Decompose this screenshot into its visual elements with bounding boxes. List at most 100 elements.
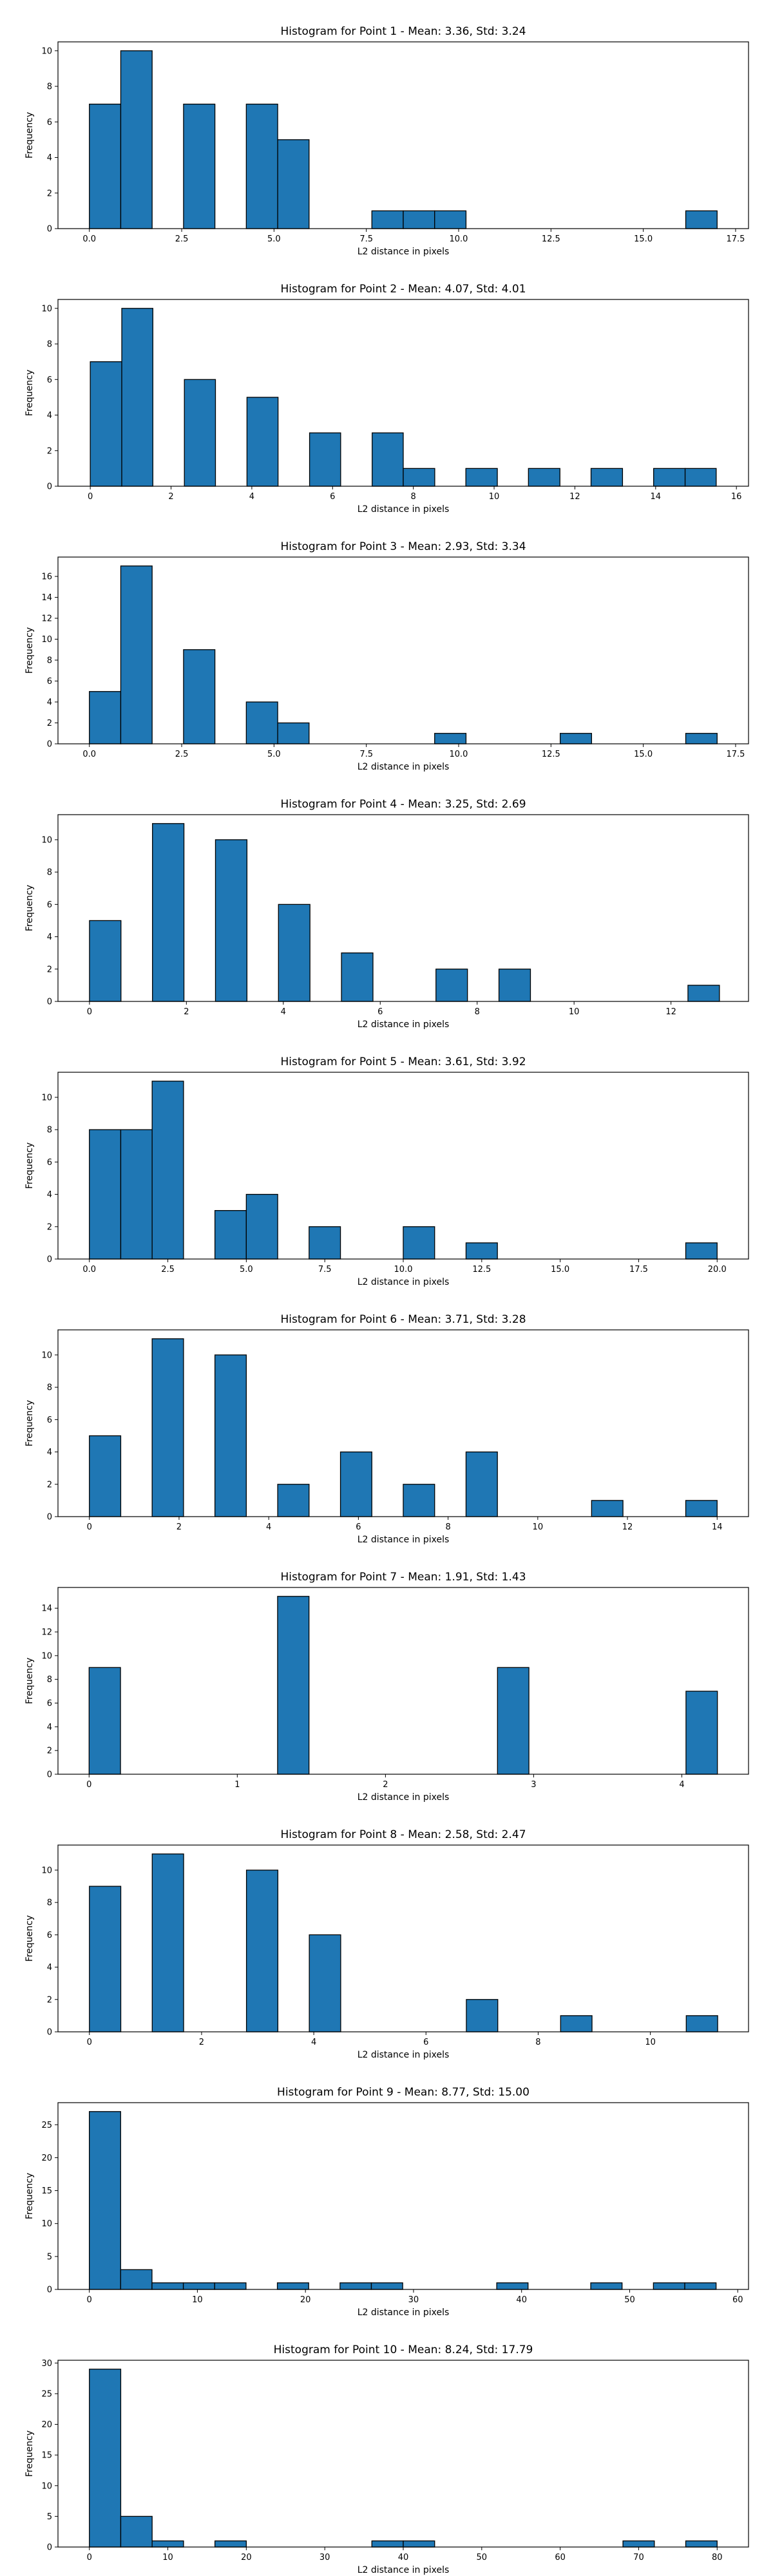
x-tick-label: 2	[184, 1007, 189, 1017]
y-tick-label: 2	[47, 189, 52, 198]
chart-title: Histogram for Point 8 - Mean: 2.58, Std:…	[280, 1828, 526, 1841]
histogram-bar	[151, 2540, 184, 2548]
y-axis-label: Frequency	[24, 2173, 35, 2219]
y-tick-label: 0	[47, 1513, 52, 1522]
y-tick-label: 16	[41, 573, 52, 582]
y-tick-label: 6	[47, 1158, 52, 1168]
y-tick-label: 0	[47, 740, 52, 750]
y-tick-label: 8	[47, 82, 52, 92]
x-tick-label: 6	[423, 2038, 428, 2047]
x-tick-label: 8	[411, 492, 416, 502]
x-tick-label: 40	[516, 2295, 527, 2305]
chart-title: Histogram for Point 7 - Mean: 1.91, Std:…	[280, 1571, 526, 1584]
x-tick-label: 4	[281, 1007, 286, 1017]
histogram-bar	[497, 1667, 530, 1775]
histogram-bar	[245, 104, 278, 229]
x-axis-label: L2 distance in pixels	[358, 2565, 450, 2575]
x-axis-label: L2 distance in pixels	[358, 1792, 450, 1803]
y-tick-label: 5	[47, 2252, 52, 2262]
histogram-bar	[434, 733, 467, 744]
x-axis-label: L2 distance in pixels	[358, 2307, 450, 2318]
x-tick-label: 2.5	[175, 234, 189, 244]
x-tick-label: 0	[88, 492, 93, 502]
plot-frame	[57, 814, 749, 1002]
x-tick-label: 4	[266, 1522, 271, 1532]
x-tick-label: 12.5	[472, 1265, 491, 1274]
y-tick-label: 0	[47, 225, 52, 234]
histogram-bar	[214, 1354, 247, 1517]
y-tick-label: 6	[47, 900, 52, 910]
chart-title: Histogram for Point 5 - Mean: 3.61, Std:…	[280, 1056, 526, 1068]
y-tick-label: 2	[47, 965, 52, 974]
y-tick-label: 12	[41, 1628, 52, 1638]
histogram-bar	[403, 2540, 435, 2548]
histogram-bar	[309, 432, 341, 487]
histogram-bar	[684, 468, 717, 487]
y-axis-label: Frequency	[24, 885, 35, 931]
x-tick-label: 1	[234, 1780, 240, 1790]
x-tick-label: 6	[377, 1007, 383, 1017]
plot-frame	[57, 41, 749, 229]
x-axis-label: L2 distance in pixels	[358, 1019, 450, 1030]
histogram-bar	[277, 1484, 310, 1517]
histogram-bar	[182, 2282, 215, 2290]
x-tick-label: 6	[356, 1522, 361, 1532]
x-tick-label: 2	[177, 1522, 182, 1532]
x-tick-label: 10	[162, 2553, 173, 2562]
x-tick-label: 15.0	[634, 234, 653, 244]
x-tick-label: 5.0	[267, 234, 281, 244]
histogram-bar	[184, 379, 216, 487]
x-tick-label: 70	[633, 2553, 644, 2562]
histogram-bar	[465, 1242, 498, 1260]
plot-frame	[57, 2102, 749, 2290]
histogram-bar	[215, 839, 248, 1002]
x-tick-label: 0.0	[82, 234, 96, 244]
y-tick-label: 8	[47, 1899, 52, 1908]
histogram-bar	[560, 2015, 593, 2032]
x-tick-label: 2	[199, 2038, 204, 2047]
x-tick-label: 5.0	[267, 750, 281, 759]
y-tick-label: 8	[47, 656, 52, 666]
histogram-bar	[89, 920, 122, 1002]
x-tick-label: 3	[531, 1780, 536, 1790]
histogram-bar	[591, 1500, 624, 1517]
chart-panel: Histogram for Point 9 - Mean: 8.77, Std:…	[24, 2086, 749, 2318]
plot-frame	[57, 299, 749, 487]
x-tick-label: 4	[249, 492, 254, 502]
chart-panel: Histogram for Point 3 - Mean: 2.93, Std:…	[24, 540, 749, 772]
y-tick-label: 10	[41, 1651, 52, 1661]
histogram-bar	[120, 2269, 153, 2290]
chart-panel: Histogram for Point 6 - Mean: 3.71, Std:…	[24, 1313, 749, 1545]
histogram-bar	[151, 1081, 184, 1260]
y-axis-label: Frequency	[24, 1142, 35, 1189]
x-tick-label: 4	[311, 2038, 316, 2047]
histogram-bar	[309, 1226, 341, 1260]
x-tick-label: 10.0	[450, 750, 468, 759]
y-tick-label: 4	[47, 698, 52, 708]
histogram-bar	[278, 904, 310, 1002]
histogram-bar	[403, 468, 435, 487]
plot-frame	[57, 1844, 749, 2032]
x-tick-label: 8	[475, 1007, 480, 1017]
y-tick-label: 5	[47, 2512, 52, 2522]
histogram-bar	[214, 2540, 247, 2548]
y-tick-label: 2	[47, 1747, 52, 1756]
y-axis-label: Frequency	[24, 627, 35, 674]
histogram-bar	[183, 104, 216, 229]
x-tick-label: 10.0	[450, 234, 468, 244]
y-tick-label: 2	[47, 1222, 52, 1232]
x-axis-label: L2 distance in pixels	[358, 504, 450, 515]
chart-title: Histogram for Point 3 - Mean: 2.93, Std:…	[280, 540, 526, 553]
x-tick-label: 2	[168, 492, 173, 502]
histogram-bar	[151, 2282, 184, 2290]
y-tick-label: 4	[47, 153, 52, 163]
histogram-bar	[89, 691, 122, 744]
histogram-bar	[89, 1886, 122, 2032]
x-tick-label: 0	[87, 2038, 92, 2047]
histogram-bar	[653, 2282, 685, 2290]
y-tick-label: 0	[47, 2543, 52, 2553]
x-tick-label: 10	[192, 2295, 203, 2305]
x-axis-label: L2 distance in pixels	[358, 1535, 450, 1545]
histogram-bar	[214, 2282, 247, 2290]
chart-panel: Histogram for Point 10 - Mean: 8.24, Std…	[24, 2344, 749, 2575]
